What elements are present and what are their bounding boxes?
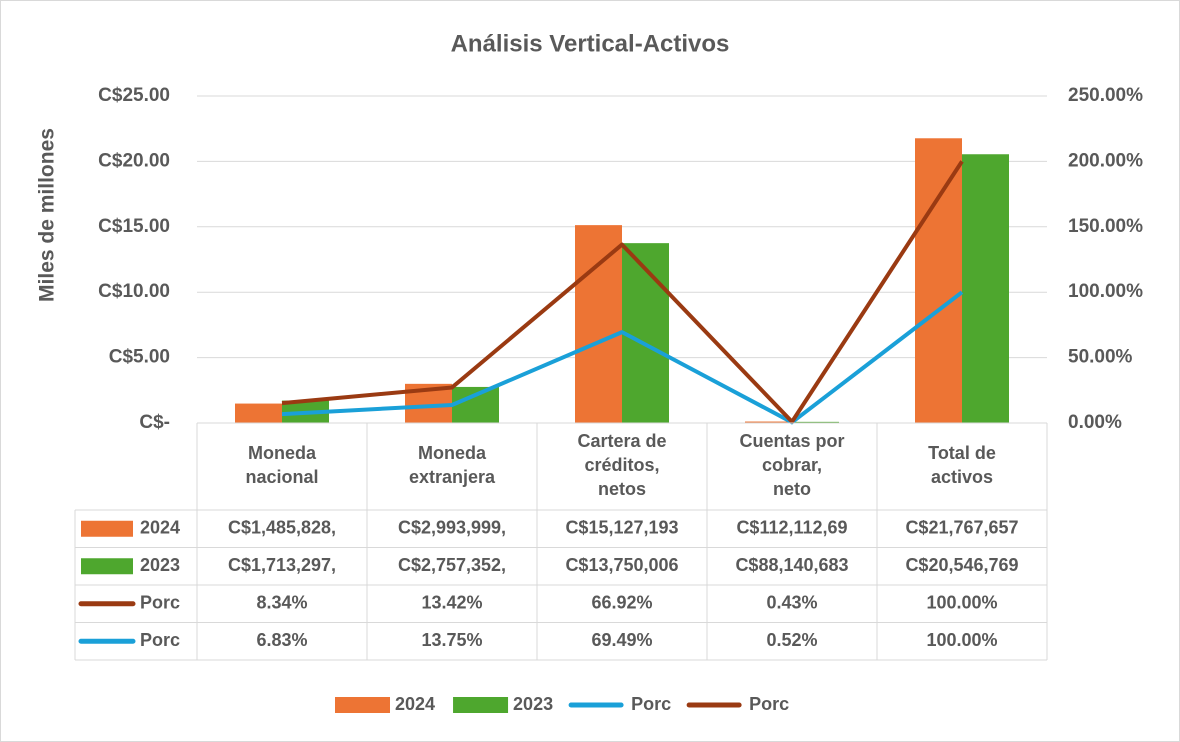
table-cell: C$1,713,297, <box>228 555 336 575</box>
table-series-name: Porc <box>140 593 180 613</box>
table-cell: C$88,140,683 <box>735 555 848 575</box>
legend-key <box>81 558 133 575</box>
y2-tick-label: 100.00% <box>1068 281 1143 302</box>
table-cell: C$13,750,006 <box>565 555 678 575</box>
legend-label: 2023 <box>513 694 553 714</box>
table-series-name: 2024 <box>140 518 180 538</box>
legend-key <box>335 697 390 713</box>
legend-label: 2024 <box>395 694 435 714</box>
bar <box>745 421 792 423</box>
y-tick-label: C$10.00 <box>98 281 170 302</box>
table-cell: 66.92% <box>591 593 652 613</box>
table-cell: C$21,767,657 <box>905 518 1018 538</box>
chart-title: Análisis Vertical-Activos <box>451 30 730 57</box>
table-cell: 100.00% <box>926 593 997 613</box>
table-cell: C$15,127,193 <box>565 518 678 538</box>
bar <box>962 154 1009 423</box>
table-cell: C$20,546,769 <box>905 555 1018 575</box>
x-tick-label: Moneda extranjera <box>409 443 496 487</box>
bar <box>792 421 839 423</box>
table-cell: C$1,485,828, <box>228 518 336 538</box>
x-tick-label: Cuentas por cobrar, neto <box>739 431 844 499</box>
y2-tick-label: 250.00% <box>1068 85 1143 106</box>
table-cell: C$112,112,69 <box>736 518 847 538</box>
y-axis-title: Miles de millones <box>36 128 59 302</box>
y-tick-label: C$20.00 <box>98 150 170 171</box>
bar <box>622 243 669 423</box>
y-tick-label: C$15.00 <box>98 216 170 237</box>
x-tick-label: Cartera de créditos, netos <box>577 431 666 499</box>
bar <box>915 138 962 423</box>
x-tick-label: Moneda nacional <box>245 443 318 487</box>
line <box>281 160 964 424</box>
table-cell: 69.49% <box>591 630 652 650</box>
y2-tick-label: 0.00% <box>1068 412 1122 433</box>
y-tick-label: C$5.00 <box>109 347 170 368</box>
line <box>281 290 964 425</box>
x-tick-label: Total de activos <box>928 443 996 487</box>
bar <box>452 386 499 423</box>
table-series-name: 2023 <box>140 555 180 575</box>
y2-tick-label: 50.00% <box>1068 347 1133 368</box>
table-series-name: Porc <box>140 630 180 650</box>
table-cell: 6.83% <box>256 630 307 650</box>
y2-tick-label: 150.00% <box>1068 216 1143 237</box>
table-cell: 0.52% <box>766 630 817 650</box>
table-cell: 100.00% <box>926 630 997 650</box>
legend-key <box>81 520 133 537</box>
table-cell: 13.42% <box>421 593 482 613</box>
table-cell: 8.34% <box>256 593 307 613</box>
table-cell: 0.43% <box>766 593 817 613</box>
legend-label: Porc <box>631 694 671 714</box>
table-cell: C$2,757,352, <box>398 555 506 575</box>
bar <box>235 403 282 423</box>
y-tick-label: C$25.00 <box>98 85 170 106</box>
table-cell: 13.75% <box>421 630 482 650</box>
legend-key <box>453 697 509 713</box>
y2-tick-label: 200.00% <box>1068 150 1143 171</box>
table-cell: C$2,993,999, <box>398 518 506 538</box>
bar <box>575 225 622 423</box>
legend-label: Porc <box>749 694 789 714</box>
y-tick-label: C$- <box>139 412 170 433</box>
